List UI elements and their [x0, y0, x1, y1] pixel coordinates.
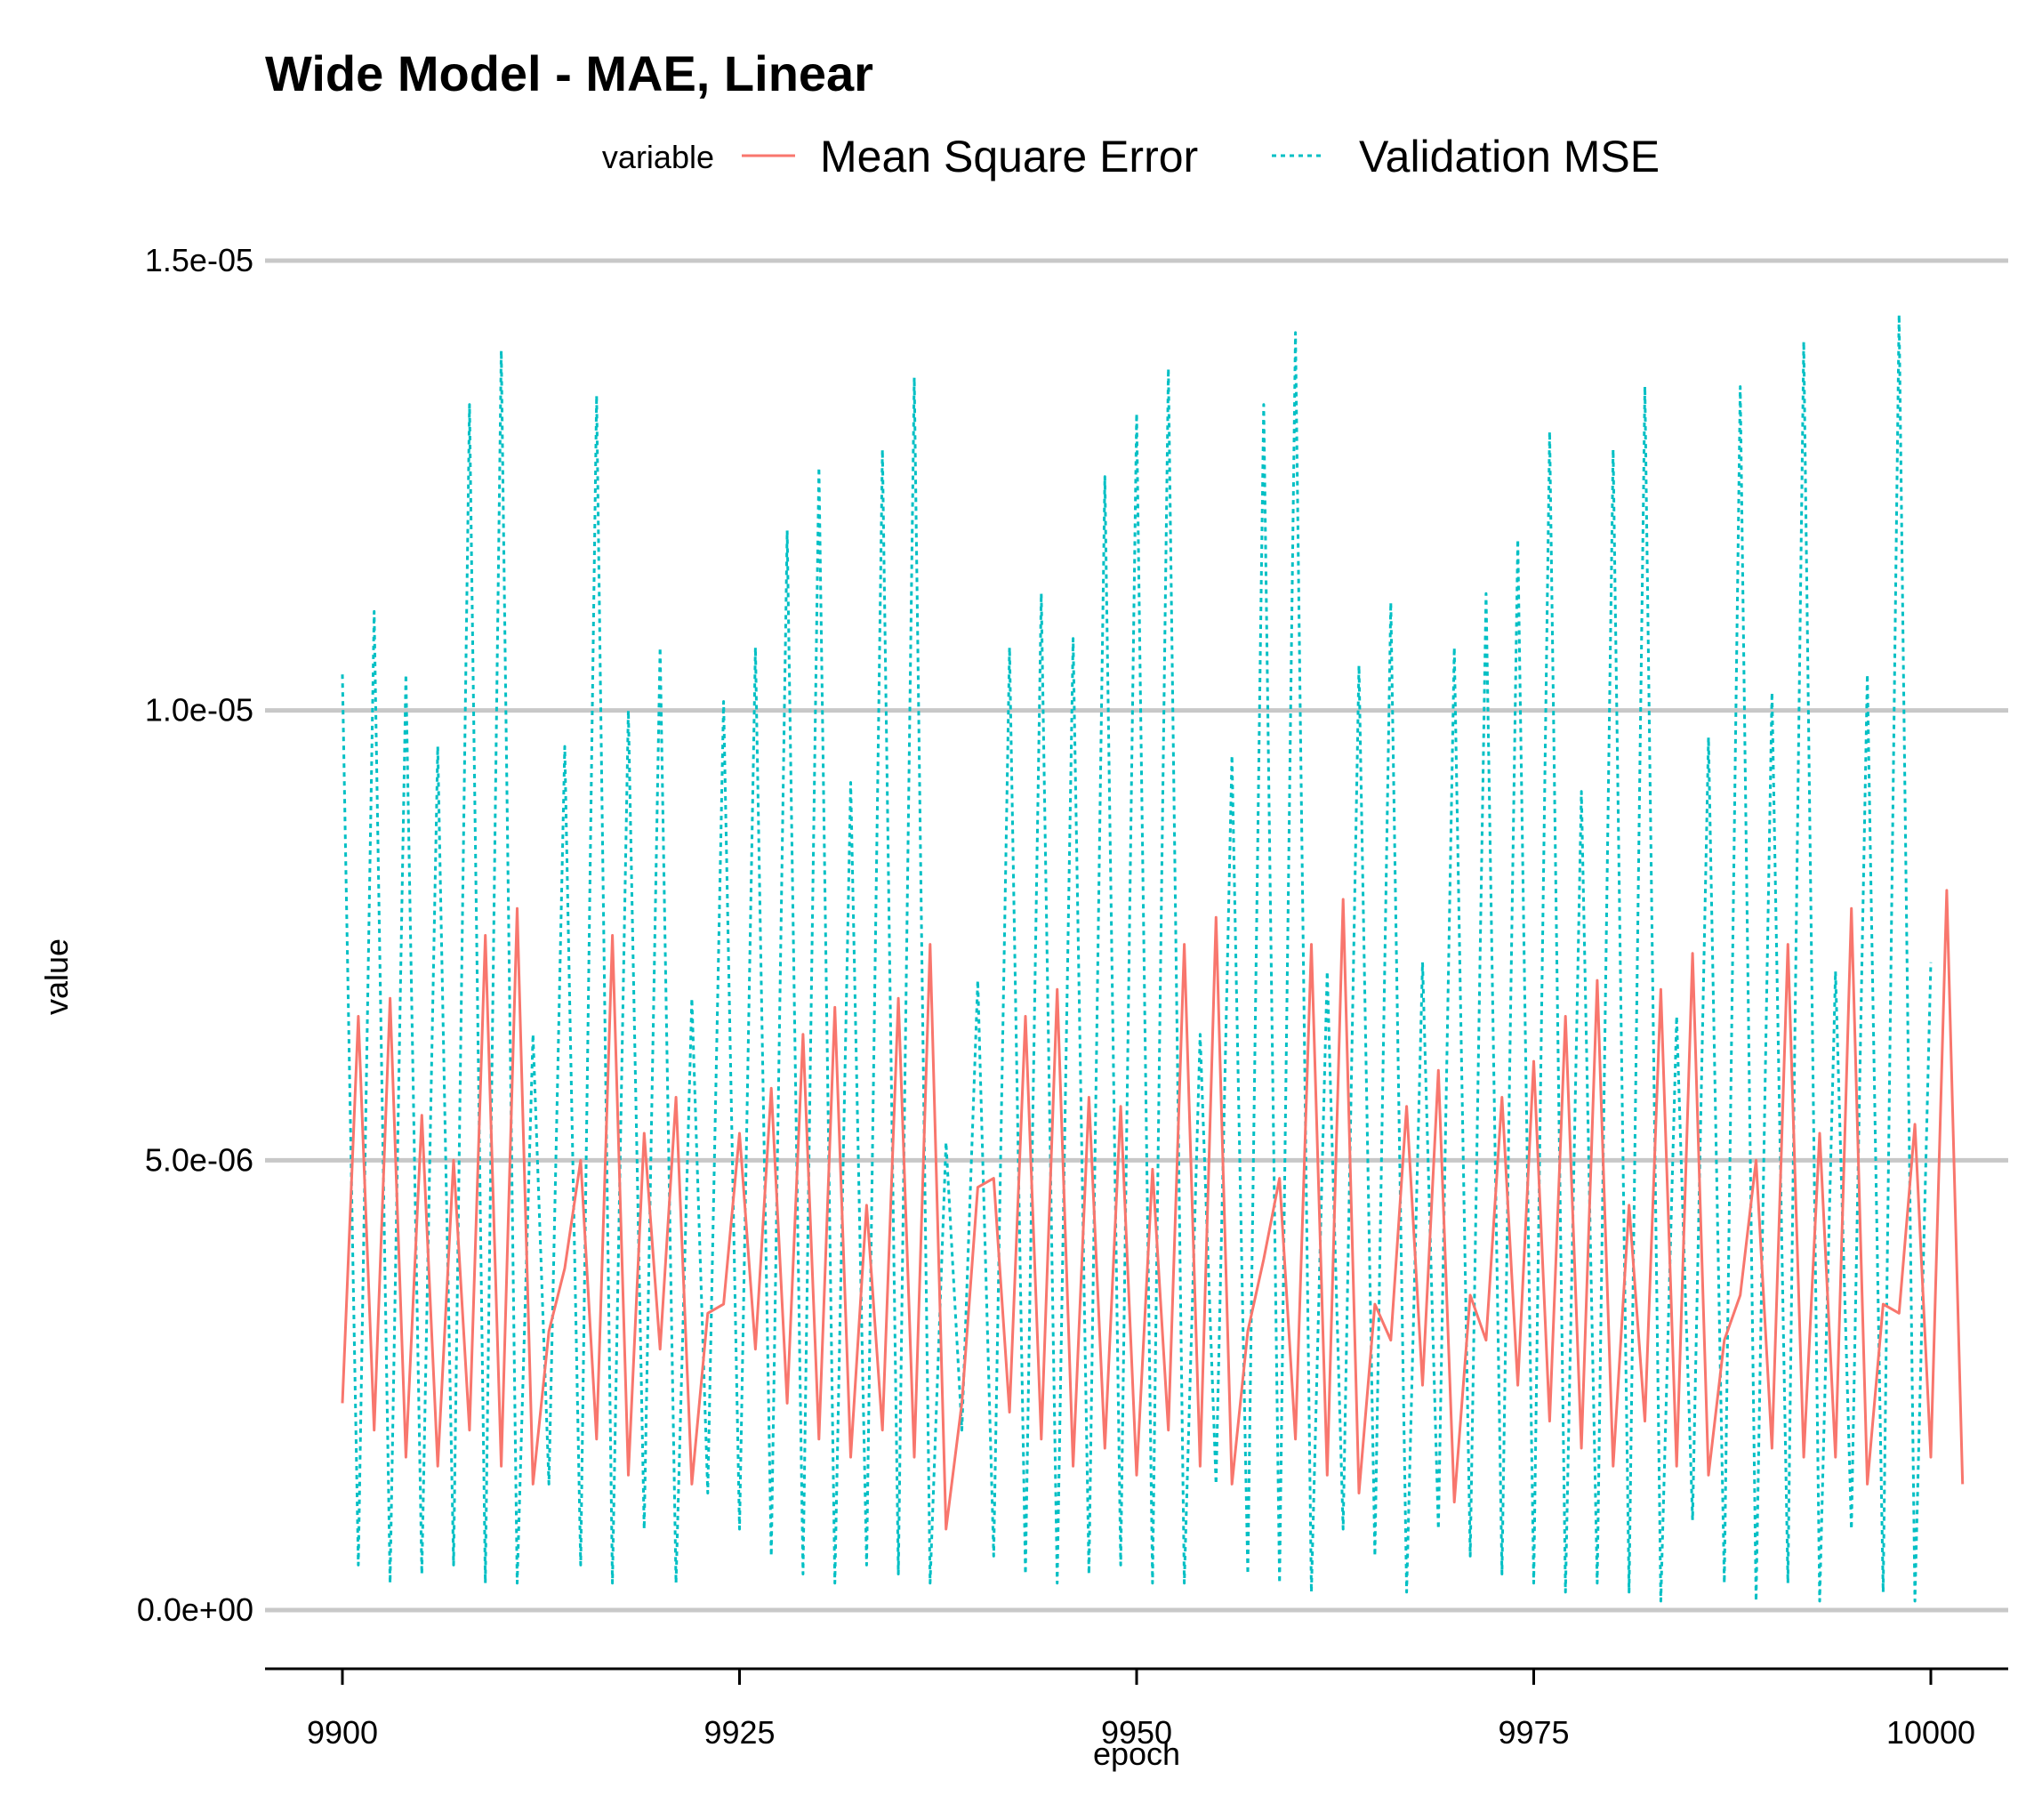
x-axis-title: epoch — [1093, 1735, 1180, 1772]
chart-title: Wide Model - MAE, Linear — [265, 45, 873, 101]
y-tick-label: 1.5e-05 — [145, 242, 253, 278]
y-axis-ticks: 0.0e+00 5.0e-06 1.0e-05 1.5e-05 — [137, 242, 253, 1628]
x-tick-label: 9900 — [307, 1714, 378, 1751]
y-axis-title: value — [38, 938, 75, 1015]
x-tick-label: 9975 — [1498, 1714, 1569, 1751]
y-tick-label: 5.0e-06 — [145, 1141, 253, 1178]
series-line-validation-mse — [341, 313, 1933, 1603]
x-axis-ticks: 9900 9925 9950 9975 10000 — [307, 1669, 1975, 1751]
series-line-mean-square-error — [341, 889, 1965, 1531]
legend: variable Mean Square Error Validation MS… — [602, 132, 1660, 181]
y-tick-label: 1.0e-05 — [145, 692, 253, 729]
legend-label-validation-mse: Validation MSE — [1359, 132, 1660, 181]
y-tick-label: 0.0e+00 — [137, 1591, 253, 1628]
x-tick-label: 9925 — [703, 1714, 775, 1751]
legend-label-mean-square-error: Mean Square Error — [820, 132, 1198, 181]
x-tick-label: 10000 — [1886, 1714, 1975, 1751]
x-tick-label: 9950 — [1101, 1714, 1172, 1751]
legend-title: variable — [602, 139, 714, 175]
series-layer — [341, 313, 1965, 1603]
